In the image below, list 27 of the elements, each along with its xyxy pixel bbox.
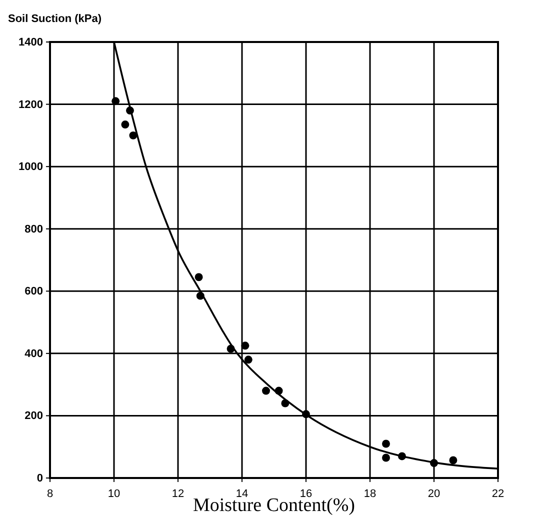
y-tick-label: 400 xyxy=(24,348,43,360)
x-tick-label: 8 xyxy=(46,488,54,500)
point xyxy=(194,273,203,282)
x-tick-label: 20 xyxy=(428,488,440,500)
x-tick-label: 16 xyxy=(300,488,312,500)
point xyxy=(121,120,130,129)
x-tick-label: 18 xyxy=(364,488,376,500)
x-tick-label: 22 xyxy=(492,488,504,500)
y-tick-label: 600 xyxy=(24,286,43,298)
point xyxy=(262,386,270,395)
x-tick-label: 10 xyxy=(108,488,120,500)
y-axis-title: Soil Suction (kPa) xyxy=(8,13,102,25)
y-tick-label: 1000 xyxy=(18,161,43,174)
point xyxy=(449,456,458,464)
y-tick-label: 800 xyxy=(24,223,43,236)
point xyxy=(241,342,250,350)
point xyxy=(112,97,120,106)
point xyxy=(244,356,252,364)
y-tick-label: 1200 xyxy=(18,98,43,111)
y-tick-label: 0 xyxy=(36,472,43,485)
point xyxy=(382,454,390,462)
point xyxy=(129,131,138,140)
y-tick-label: 200 xyxy=(24,410,43,422)
point xyxy=(382,440,390,448)
x-tick-label: 14 xyxy=(236,488,248,500)
x-tick-label: 12 xyxy=(172,488,184,500)
y-tick-label: 1400 xyxy=(18,36,43,49)
